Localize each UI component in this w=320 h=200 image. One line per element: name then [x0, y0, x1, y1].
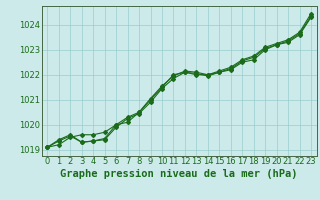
X-axis label: Graphe pression niveau de la mer (hPa): Graphe pression niveau de la mer (hPa) — [60, 169, 298, 179]
